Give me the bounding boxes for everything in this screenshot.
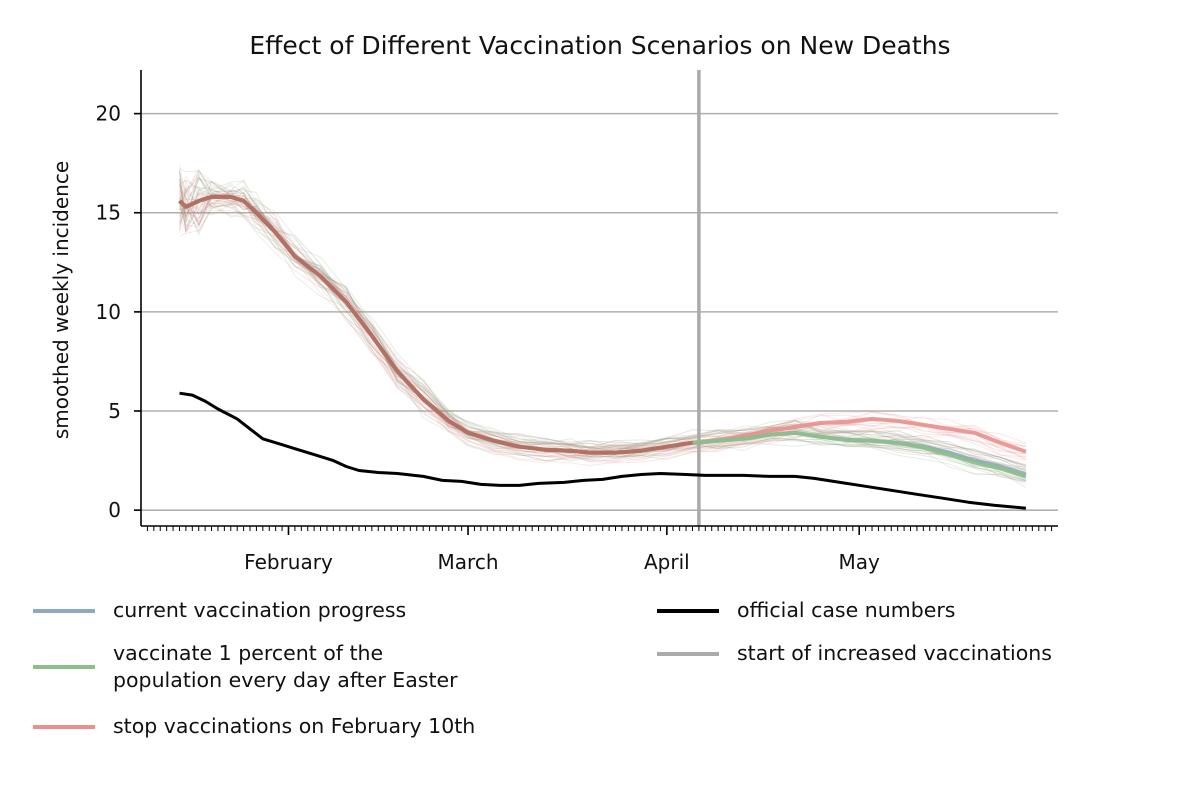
ensemble-trace xyxy=(179,200,1026,467)
x-tick-label: March xyxy=(438,550,499,574)
ensemble-trace xyxy=(179,177,1027,466)
legend-swatch-stop xyxy=(33,724,95,729)
ensemble-trace xyxy=(179,202,1027,462)
x-tick-label: May xyxy=(839,550,881,574)
legend-label-vaccinate-line2: population every day after Easter xyxy=(113,668,458,692)
y-axis-label: smoothed weekly incidence xyxy=(49,161,73,439)
series-layer xyxy=(178,194,1027,510)
grid-layer xyxy=(141,112,1058,511)
y-tick-label: 0 xyxy=(108,498,121,522)
x-tick-label: April xyxy=(644,550,690,574)
y-tick-label: 15 xyxy=(96,201,121,225)
legend-item-stop: stop vaccinations on February 10th xyxy=(33,713,475,740)
legend-label-vaccinate: vaccinate 1 percent of the population ev… xyxy=(113,640,458,694)
ensemble-trace xyxy=(179,178,1027,467)
legend-item-start: start of increased vaccinations xyxy=(657,640,1052,667)
legend-label-start: start of increased vaccinations xyxy=(737,641,1052,665)
y-tick-label: 10 xyxy=(96,300,121,324)
ensemble-trace xyxy=(179,179,1027,471)
ensemble-trace xyxy=(179,191,1026,464)
legend-swatch-official xyxy=(657,608,719,613)
legend-swatch-vaccinate xyxy=(33,665,95,669)
legend-swatch-current xyxy=(33,608,95,613)
legend-label-vaccinate-line1: vaccinate 1 percent of the xyxy=(113,641,384,665)
legend-label-stop: stop vaccinations on February 10th xyxy=(113,714,476,738)
ensemble-trace xyxy=(179,169,1027,471)
legend-item-vaccinate: vaccinate 1 percent of the population ev… xyxy=(33,640,458,694)
ensemble-trace xyxy=(179,177,1027,472)
series-line-shared-history xyxy=(178,194,693,455)
ensemble-trace xyxy=(179,185,1027,458)
legend-label-current: current vaccination progress xyxy=(113,598,407,622)
y-tick-label: 5 xyxy=(108,399,121,423)
legend-item-current: current vaccination progress xyxy=(33,597,406,624)
ensemble-trace xyxy=(179,167,1026,466)
ensemble-trace xyxy=(179,181,1027,467)
ensemble-trace xyxy=(179,188,1027,470)
chart-title: Effect of Different Vaccination Scenario… xyxy=(249,31,950,60)
ensemble-trace xyxy=(179,189,1027,462)
x-tick-label: February xyxy=(244,550,333,574)
legend-label-official: official case numbers xyxy=(737,598,956,622)
ensemble-trace xyxy=(179,202,1026,482)
ensemble-trace xyxy=(179,185,1027,485)
legend-swatch-start xyxy=(657,651,719,656)
y-tick-label: 20 xyxy=(96,102,121,126)
axes-layer: 0 5 10 15 20 February March April May xyxy=(96,70,1058,574)
ensemble-trace xyxy=(179,185,1026,470)
legend-item-official: official case numbers xyxy=(657,597,955,624)
series-line-official xyxy=(179,391,1027,510)
ensemble-trace xyxy=(179,198,1027,489)
